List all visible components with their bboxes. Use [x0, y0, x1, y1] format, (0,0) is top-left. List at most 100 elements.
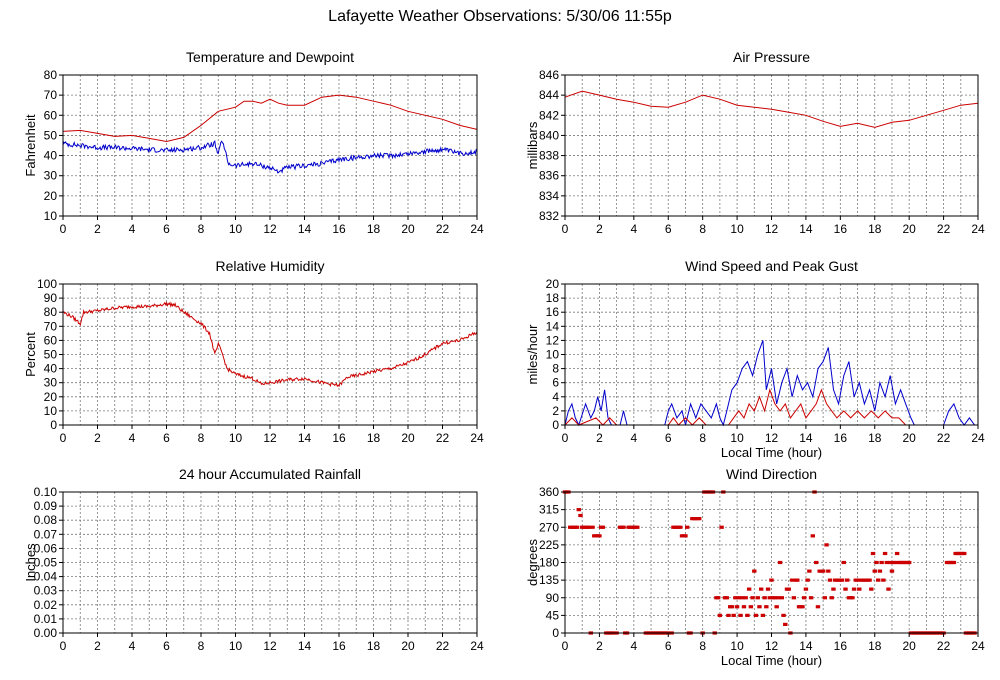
x-tick-label: 8 [699, 222, 706, 236]
x-tick-label: 0 [562, 431, 569, 445]
direction-point [951, 560, 957, 565]
direction-point [820, 569, 826, 573]
direction-point [882, 551, 888, 556]
y-axis-label: miles/hour [525, 324, 540, 385]
x-tick-label: 10 [229, 431, 243, 445]
y-tick-label: 0.03 [34, 584, 58, 598]
x-tick-label: 2 [94, 639, 101, 653]
direction-point [683, 534, 688, 538]
x-tick-label: 16 [332, 639, 346, 653]
direction-point [855, 578, 860, 582]
y-tick-label: 10 [44, 209, 58, 223]
x-tick-label: 16 [332, 222, 346, 236]
x-tick-label: 20 [401, 639, 415, 653]
y-tick-label: 2 [552, 404, 559, 418]
direction-point [777, 560, 783, 565]
x-tick-label: 0 [60, 639, 67, 653]
x-tick-label: 8 [198, 222, 205, 236]
y-axis-label: Percent [23, 332, 38, 377]
direction-point [760, 613, 766, 617]
direction-point [824, 543, 829, 547]
y-tick-label: 10 [44, 404, 58, 418]
x-tick-label: 8 [198, 639, 205, 653]
x-tick-label: 2 [596, 222, 603, 236]
y-tick-label: 80 [44, 305, 58, 319]
direction-point [906, 560, 912, 565]
x-tick-label: 12 [263, 639, 277, 653]
direction-point [741, 605, 747, 609]
direction-point [731, 613, 736, 617]
direction-point [726, 613, 731, 617]
x-tick-label: 0 [60, 431, 67, 445]
direction-point [893, 560, 898, 565]
y-tick-label: 20 [546, 277, 560, 291]
direction-point [843, 587, 848, 591]
y-tick-label: 834 [539, 189, 559, 203]
direction-point [827, 578, 833, 582]
chart-title: Temperature and Dewpoint [186, 49, 354, 65]
x-tick-label: 16 [834, 639, 848, 653]
x-tick-label: 0 [562, 222, 569, 236]
y-tick-label: 30 [44, 376, 58, 390]
direction-point [894, 551, 900, 556]
direction-point [888, 560, 893, 565]
rainfall-chart: 0 2 4 6 8 10 12 14 16 18 20 22 240.000.010.020.030.0… [23, 466, 484, 653]
direction-point [875, 578, 881, 582]
x-tick-label: 10 [229, 222, 243, 236]
x-tick-label: 18 [367, 639, 381, 653]
direction-point [635, 525, 640, 529]
direction-point [781, 613, 786, 617]
y-axis-label: millibars [525, 121, 540, 169]
x-tick-label: 14 [298, 639, 312, 653]
x-tick-label: 22 [937, 222, 951, 236]
direction-point [740, 596, 745, 600]
direction-point [574, 525, 580, 529]
y-tick-label: 100 [37, 277, 57, 291]
direction-point [755, 596, 760, 600]
y-tick-label: 838 [539, 149, 559, 163]
y-tick-label: 12 [546, 333, 560, 347]
chart-title: Wind Speed and Peak Gust [685, 258, 858, 274]
direction-point [762, 596, 767, 600]
direction-point [791, 596, 797, 600]
y-tick-label: 840 [539, 128, 559, 142]
y-tick-label: 60 [44, 333, 58, 347]
chart-title: Air Pressure [733, 49, 810, 65]
direction-point [779, 596, 785, 600]
x-tick-label: 20 [902, 222, 916, 236]
x-axis-label: Local Time (hour) [721, 445, 822, 460]
x-tick-label: 6 [163, 639, 170, 653]
x-tick-label: 8 [699, 431, 706, 445]
x-tick-label: 6 [665, 222, 672, 236]
direction-point [789, 578, 795, 582]
direction-point [748, 605, 754, 609]
direction-point [808, 596, 814, 600]
direction-point [738, 613, 743, 617]
temperature-chart: 0 2 4 6 8 10 12 14 16 18 20 22 241020304050607080Tem… [23, 49, 484, 236]
x-tick-label: 4 [129, 639, 136, 653]
direction-point [886, 587, 891, 591]
direction-point [831, 587, 836, 591]
direction-point [600, 525, 606, 529]
y-tick-label: 50 [44, 348, 58, 362]
y-tick-label: 60 [44, 108, 58, 122]
x-tick-label: 20 [902, 639, 916, 653]
y-tick-label: 0 [50, 418, 57, 432]
x-tick-label: 0 [562, 639, 569, 653]
direction-point [734, 605, 740, 609]
series-line [62, 139, 478, 174]
x-tick-label: 16 [332, 431, 346, 445]
direction-point [801, 596, 807, 600]
y-tick-label: 225 [539, 538, 559, 552]
direction-point [684, 525, 690, 529]
direction-point [850, 596, 855, 600]
x-tick-label: 6 [665, 639, 672, 653]
x-axis-label: Local Time (hour) [721, 653, 822, 668]
y-tick-label: 16 [546, 305, 560, 319]
direction-point [822, 596, 828, 600]
direction-point [884, 560, 889, 565]
x-tick-label: 12 [765, 639, 779, 653]
x-tick-label: 22 [937, 639, 951, 653]
y-axis-label: Fahrenheit [23, 114, 38, 177]
direction-point [757, 605, 762, 609]
